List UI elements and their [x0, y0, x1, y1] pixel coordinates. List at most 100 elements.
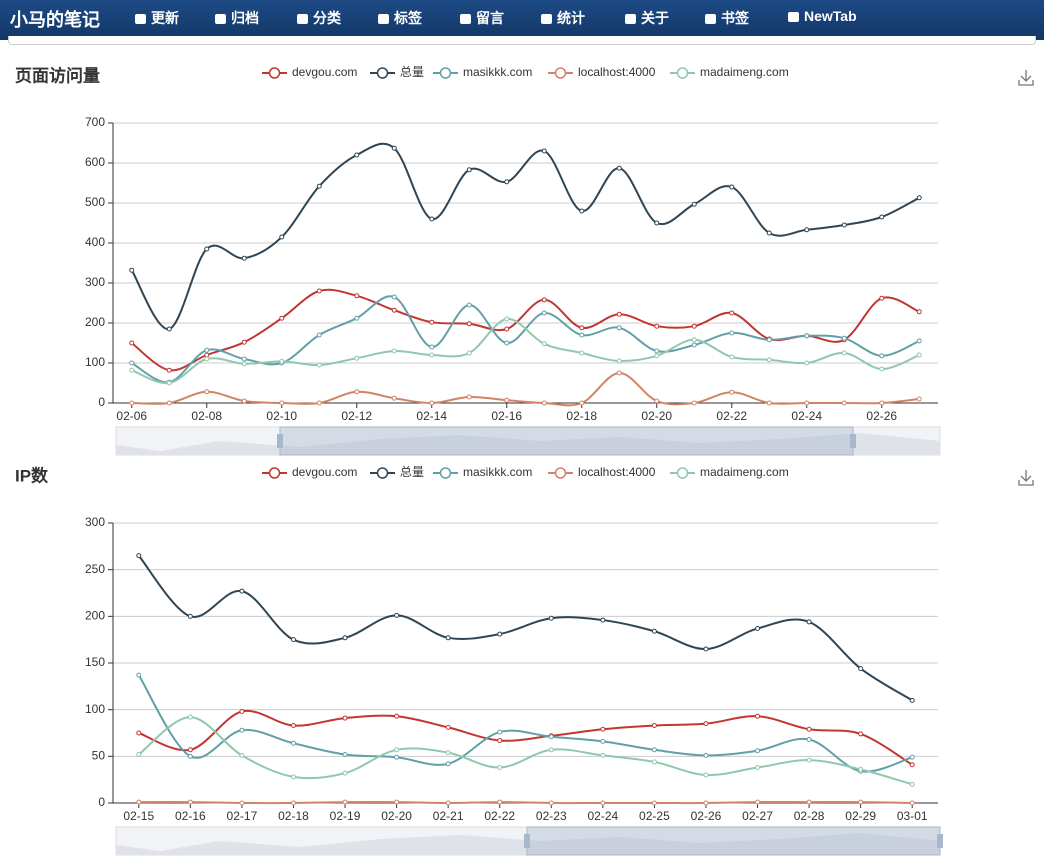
data-point [804, 227, 810, 233]
legend-item[interactable]: 总量 [370, 65, 424, 79]
y-tick-label: 400 [85, 235, 105, 249]
data-point [204, 389, 210, 395]
data-point [497, 729, 503, 735]
data-point [879, 214, 885, 220]
x-tick-label: 02-24 [791, 409, 822, 423]
data-point [541, 148, 547, 154]
data-point [729, 184, 735, 190]
data-point [916, 338, 922, 344]
data-point [651, 628, 657, 634]
zoom-handle[interactable] [277, 434, 283, 448]
nav-label[interactable]: 书签 [721, 10, 749, 26]
zoom-handle[interactable] [937, 834, 943, 848]
nav-item[interactable]: 书签 [705, 8, 749, 28]
chart-title: 页面访问量 [15, 65, 100, 85]
nav-label[interactable]: 留言 [476, 10, 504, 26]
nav-label[interactable]: 统计 [557, 10, 585, 26]
nav-label[interactable]: 分类 [313, 10, 341, 26]
x-tick-label: 02-18 [278, 809, 309, 823]
data-point [429, 319, 435, 325]
x-tick-label: 02-16 [491, 409, 522, 423]
data-point [466, 167, 472, 173]
series-line [138, 709, 913, 766]
legend-label: localhost:4000 [578, 465, 656, 479]
nav-label[interactable]: 更新 [151, 10, 179, 26]
zoom-window [526, 826, 941, 856]
nav-item[interactable]: 留言 [460, 8, 504, 28]
data-point [909, 800, 915, 806]
data-point [504, 316, 510, 322]
legend-label: madaimeng.com [700, 465, 789, 479]
data-point [136, 799, 142, 805]
data-point [429, 352, 435, 358]
y-tick-label: 200 [85, 315, 105, 329]
data-point [497, 631, 503, 637]
nav-item[interactable]: NewTab [788, 8, 857, 24]
data-point [316, 288, 322, 294]
legend-item[interactable]: madaimeng.com [670, 465, 789, 479]
legend-item[interactable]: 总量 [370, 465, 424, 479]
data-point [579, 400, 585, 406]
nav-label[interactable]: 标签 [394, 10, 422, 26]
data-point [136, 553, 142, 559]
y-tick-label: 250 [85, 562, 105, 576]
data-point [241, 398, 247, 404]
nav-item[interactable]: 分类 [297, 8, 341, 28]
legend-item[interactable]: devgou.com [262, 65, 357, 79]
data-point [466, 302, 472, 308]
x-tick-label: 02-12 [341, 409, 372, 423]
y-tick-label: 200 [85, 609, 105, 623]
data-point [616, 311, 622, 317]
y-tick-label: 500 [85, 195, 105, 209]
data-point [600, 726, 606, 732]
nav-item[interactable]: 更新 [135, 8, 179, 28]
data-point [445, 800, 451, 806]
data-point [804, 400, 810, 406]
data-point [909, 754, 915, 760]
data-point [806, 799, 812, 805]
legend-item[interactable]: localhost:4000 [548, 65, 656, 79]
data-point [166, 326, 172, 332]
nav-label[interactable]: NewTab [804, 8, 857, 24]
legend-item[interactable]: masikkk.com [433, 465, 532, 479]
nav-label[interactable]: 关于 [641, 10, 669, 26]
nav-item[interactable]: 关于 [625, 8, 669, 28]
data-point [504, 340, 510, 346]
data-point [691, 400, 697, 406]
data-point [703, 646, 709, 652]
nav-label[interactable]: 归档 [231, 10, 259, 26]
nav-item[interactable]: 统计 [541, 8, 585, 28]
nav-icon [460, 14, 471, 24]
legend-item[interactable]: madaimeng.com [670, 65, 789, 79]
nav-item[interactable]: 归档 [215, 8, 259, 28]
data-point [858, 799, 864, 805]
download-icon[interactable] [1018, 70, 1034, 86]
y-tick-label: 700 [85, 115, 105, 129]
brand[interactable]: 小马的笔记 [10, 10, 100, 30]
legend-item[interactable]: devgou.com [262, 465, 357, 479]
data-point [204, 246, 210, 252]
zoom-handle[interactable] [524, 834, 530, 848]
data-point [916, 396, 922, 402]
legend-symbol [554, 467, 567, 479]
data-point [241, 356, 247, 362]
zoom-handle[interactable] [850, 434, 856, 448]
data-point [354, 293, 360, 299]
nav-icon [378, 14, 389, 24]
legend-symbol [676, 467, 689, 479]
data-point [166, 400, 172, 406]
data-point [651, 723, 657, 729]
legend-item[interactable]: masikkk.com [433, 65, 532, 79]
download-icon[interactable] [1018, 470, 1034, 486]
nav-icon [625, 14, 636, 24]
nav-item[interactable]: 标签 [378, 8, 422, 28]
data-point [806, 726, 812, 732]
data-point [342, 635, 348, 641]
legend-item[interactable]: localhost:4000 [548, 465, 656, 479]
x-tick-label: 02-15 [123, 809, 154, 823]
data-point [766, 230, 772, 236]
data-point [504, 326, 510, 332]
data-point [600, 738, 606, 744]
legend-label: masikkk.com [463, 465, 532, 479]
